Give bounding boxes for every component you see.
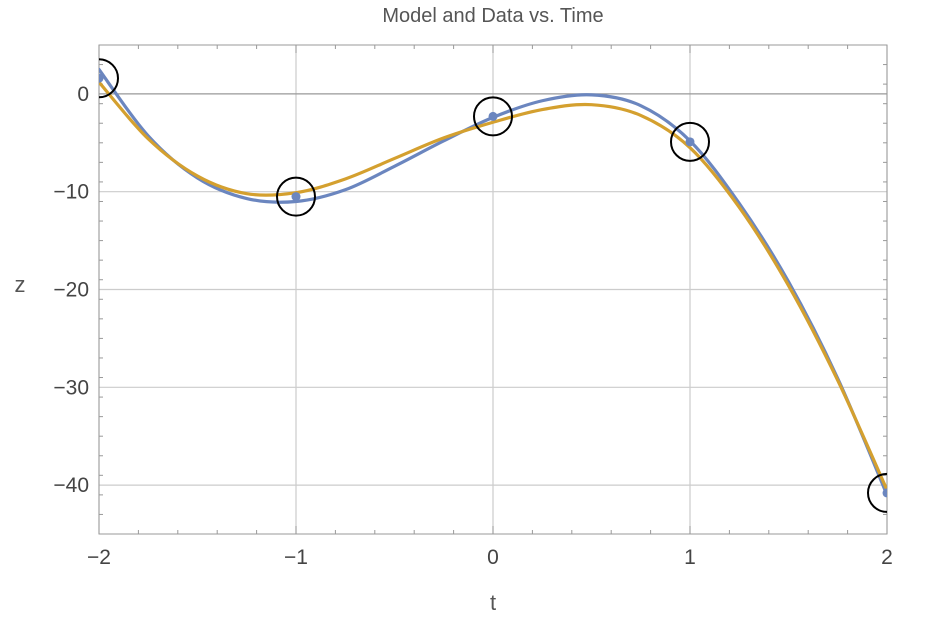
data-point-circle [276,176,316,217]
data-point [291,192,301,202]
y-tick-label: −30 [53,376,89,399]
data-point-circle [99,58,119,99]
y-tick-label: −10 [53,181,89,204]
x-tick-label: 1 [684,546,696,569]
y-axis-label: z [15,272,26,297]
tick-labels: −2 −1 0 1 20−10−20−30−40 [53,83,892,569]
data-point-circle [473,96,513,137]
x-axis-label: t [490,590,496,615]
data-points [99,58,887,513]
x-tick-label: 0 [487,546,499,569]
plot-frame [98,44,888,535]
data-point [685,137,695,147]
chart-title: Model and Data vs. Time [382,5,603,27]
y-tick-label: 0 [77,83,89,106]
y-tick-label: −40 [53,474,89,497]
data-point-circle [867,472,887,513]
data-point-circle [670,121,710,162]
x-tick-label: −1 [284,546,308,569]
y-tick-label: −20 [53,279,89,302]
x-tick-label: −2 [87,546,111,569]
data-point [99,73,104,83]
x-tick-label: 2 [881,546,893,569]
data-point [488,111,498,121]
data-point [882,488,887,498]
series-line-blue [99,67,887,497]
